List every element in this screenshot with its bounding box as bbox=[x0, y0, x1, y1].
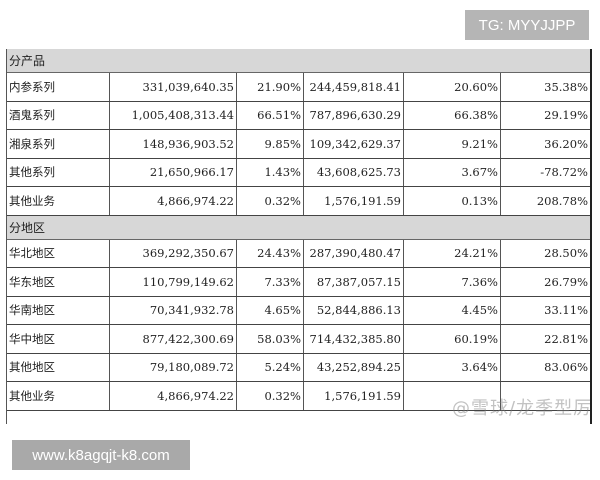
prior-share: 20.60% bbox=[404, 73, 501, 101]
yoy-change: 28.50% bbox=[544, 246, 588, 261]
prior-amount: 1,576,191.59 bbox=[304, 187, 404, 215]
prior-amount: 1,576,191.59 bbox=[304, 382, 404, 410]
revenue-table: 分产品 内参系列 331,039,640.35 21.90% 244,459,8… bbox=[6, 49, 592, 424]
table-row: 其他系列 21,650,966.17 1.43% 43,608,625.73 3… bbox=[7, 158, 590, 187]
table-row: 华北地区 369,292,350.67 24.43% 287,390,480.4… bbox=[7, 239, 590, 268]
current-share: 66.51% bbox=[237, 101, 304, 129]
current-share: 9.85% bbox=[237, 130, 304, 158]
current-share: 1.43% bbox=[237, 158, 304, 186]
current-share: 21.90% bbox=[237, 73, 304, 101]
yoy-change: 29.19% bbox=[544, 108, 588, 123]
prior-amount: 244,459,818.41 bbox=[304, 73, 404, 101]
prior-share: 9.21% bbox=[404, 130, 501, 158]
table-row: 其他业务 4,866,974.22 0.32% 1,576,191.59 bbox=[7, 382, 590, 411]
yoy-change: 22.81% bbox=[544, 331, 588, 346]
prior-amount: 714,432,385.80 bbox=[304, 325, 404, 353]
row-label: 其他地区 bbox=[7, 353, 110, 381]
current-amount: 331,039,640.35 bbox=[110, 73, 237, 101]
table-row: 内参系列 331,039,640.35 21.90% 244,459,818.4… bbox=[7, 73, 590, 102]
table-row: 华东地区 110,799,149.62 7.33% 87,387,057.15 … bbox=[7, 268, 590, 297]
table-row: 华中地区 877,422,300.69 58.03% 714,432,385.8… bbox=[7, 325, 590, 354]
current-amount: 877,422,300.69 bbox=[110, 325, 237, 353]
prior-amount: 87,387,057.15 bbox=[304, 268, 404, 296]
row-label: 华南地区 bbox=[7, 296, 110, 324]
yoy-change: -78.72% bbox=[540, 165, 588, 180]
xueqiu-watermark: @雪球/龙季型厉 bbox=[452, 398, 593, 419]
row-label: 其他系列 bbox=[7, 158, 110, 186]
prior-amount: 287,390,480.47 bbox=[304, 239, 404, 267]
prior-share: 66.38% bbox=[404, 101, 501, 129]
row-label: 酒鬼系列 bbox=[7, 101, 110, 129]
prior-share: 3.67% bbox=[404, 158, 501, 186]
section-header-by-product: 分产品 bbox=[7, 49, 590, 73]
row-label: 华中地区 bbox=[7, 325, 110, 353]
table-row: 华南地区 70,341,932.78 4.65% 52,844,886.13 4… bbox=[7, 296, 590, 325]
table-row: 其他业务 4,866,974.22 0.32% 1,576,191.59 0.1… bbox=[7, 187, 590, 216]
row-label: 华东地区 bbox=[7, 268, 110, 296]
yoy-change: 35.38% bbox=[544, 79, 588, 94]
url-badge: www.k8agqjt-k8.com bbox=[12, 440, 190, 470]
current-amount: 148,936,903.52 bbox=[110, 130, 237, 158]
current-share: 0.32% bbox=[237, 382, 304, 410]
prior-share: 0.13% bbox=[404, 187, 501, 215]
section-header-by-region: 分地区 bbox=[7, 215, 590, 240]
tg-handle-badge: TG: MYYJJPP bbox=[465, 10, 589, 40]
current-amount: 1,005,408,313.44 bbox=[110, 101, 237, 129]
prior-amount: 52,844,886.13 bbox=[304, 296, 404, 324]
prior-amount: 43,252,894.25 bbox=[304, 353, 404, 381]
row-label: 华北地区 bbox=[7, 239, 110, 267]
current-amount: 4,866,974.22 bbox=[110, 382, 237, 410]
row-label: 内参系列 bbox=[7, 73, 110, 101]
current-share: 4.65% bbox=[237, 296, 304, 324]
yoy-change: 36.20% bbox=[544, 136, 588, 151]
prior-share bbox=[404, 382, 501, 410]
prior-share: 4.45% bbox=[404, 296, 501, 324]
current-share: 58.03% bbox=[237, 325, 304, 353]
current-share: 0.32% bbox=[237, 187, 304, 215]
row-label: 其他业务 bbox=[7, 382, 110, 410]
current-amount: 70,341,932.78 bbox=[110, 296, 237, 324]
current-amount: 79,180,089.72 bbox=[110, 353, 237, 381]
current-share: 7.33% bbox=[237, 268, 304, 296]
current-share: 5.24% bbox=[237, 353, 304, 381]
yoy-change: 26.79% bbox=[544, 274, 588, 289]
prior-share: 24.21% bbox=[404, 239, 501, 267]
yoy-change: 33.11% bbox=[544, 303, 588, 318]
prior-share: 7.36% bbox=[404, 268, 501, 296]
row-label: 湘泉系列 bbox=[7, 130, 110, 158]
current-amount: 4,866,974.22 bbox=[110, 187, 237, 215]
current-amount: 110,799,149.62 bbox=[110, 268, 237, 296]
current-amount: 369,292,350.67 bbox=[110, 239, 237, 267]
current-amount: 21,650,966.17 bbox=[110, 158, 237, 186]
prior-share: 60.19% bbox=[404, 325, 501, 353]
row-label: 其他业务 bbox=[7, 187, 110, 215]
prior-amount: 109,342,629.37 bbox=[304, 130, 404, 158]
yoy-change: 83.06% bbox=[544, 360, 588, 375]
table-row: 酒鬼系列 1,005,408,313.44 66.51% 787,896,630… bbox=[7, 101, 590, 130]
prior-share: 3.64% bbox=[404, 353, 501, 381]
prior-amount: 43,608,625.73 bbox=[304, 158, 404, 186]
yoy-change: 208.78% bbox=[536, 193, 588, 208]
table-row: 其他地区 79,180,089.72 5.24% 43,252,894.25 3… bbox=[7, 353, 590, 382]
table-row: 湘泉系列 148,936,903.52 9.85% 109,342,629.37… bbox=[7, 130, 590, 159]
current-share: 24.43% bbox=[237, 239, 304, 267]
prior-amount: 787,896,630.29 bbox=[304, 101, 404, 129]
